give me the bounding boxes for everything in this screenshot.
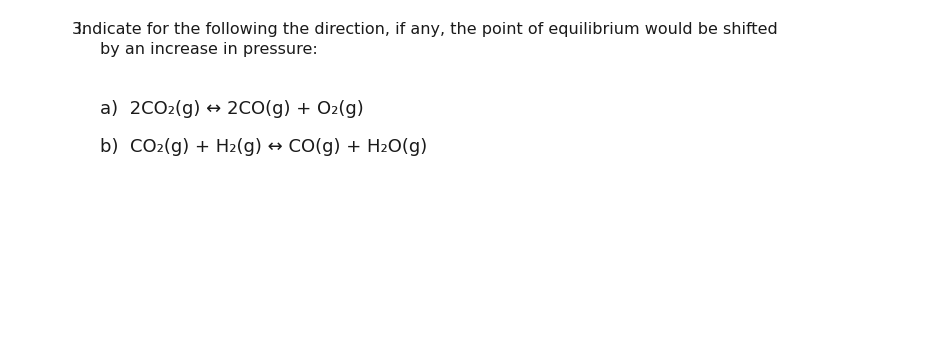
Text: b)  CO₂(g) + H₂(g) ↔ CO(g) + H₂O(g): b) CO₂(g) + H₂(g) ↔ CO(g) + H₂O(g) [100, 138, 427, 156]
Text: Indicate for the following the direction, if any, the point of equilibrium would: Indicate for the following the direction… [72, 22, 778, 37]
Text: 3.: 3. [72, 22, 87, 37]
Text: by an increase in pressure:: by an increase in pressure: [100, 42, 318, 57]
Text: a)  2CO₂(g) ↔ 2CO(g) + O₂(g): a) 2CO₂(g) ↔ 2CO(g) + O₂(g) [100, 100, 364, 118]
